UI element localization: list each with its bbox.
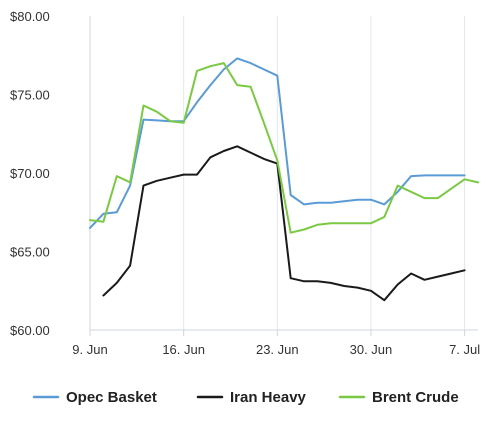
- y-tick-label: $80.00: [10, 9, 50, 24]
- legend-label: Opec Basket: [66, 389, 157, 406]
- series-line-iran-heavy: [102, 145, 466, 302]
- x-tick-label: 30. Jun: [350, 342, 393, 357]
- y-tick-label: $65.00: [10, 245, 50, 260]
- x-axis: 9. Jun 16. Jun 23. Jun 30. Jun 7. Jul: [72, 16, 480, 357]
- legend-label: Iran Heavy: [230, 389, 307, 406]
- series-lines: [89, 57, 479, 302]
- series-line-brent-crude: [89, 62, 479, 234]
- grid-lines: [183, 16, 466, 330]
- x-tick-label: 23. Jun: [256, 342, 299, 357]
- y-tick-label: $70.00: [10, 166, 50, 181]
- y-tick-label: $60.00: [10, 323, 50, 338]
- x-tick-label: 16. Jun: [162, 342, 205, 357]
- legend-label: Brent Crude: [372, 389, 459, 406]
- legend: Opec Basket Iran Heavy Brent Crude: [32, 389, 459, 406]
- x-tick-label: 7. Jul: [449, 342, 480, 357]
- y-axis: $60.00 $65.00 $70.00 $75.00 $80.00: [10, 9, 50, 338]
- y-tick-label: $75.00: [10, 88, 50, 103]
- x-tick-label: 9. Jun: [72, 342, 107, 357]
